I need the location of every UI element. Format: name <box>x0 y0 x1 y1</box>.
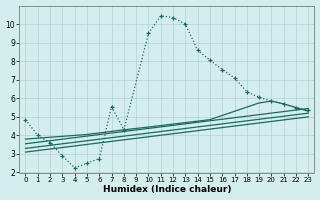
X-axis label: Humidex (Indice chaleur): Humidex (Indice chaleur) <box>103 185 231 194</box>
